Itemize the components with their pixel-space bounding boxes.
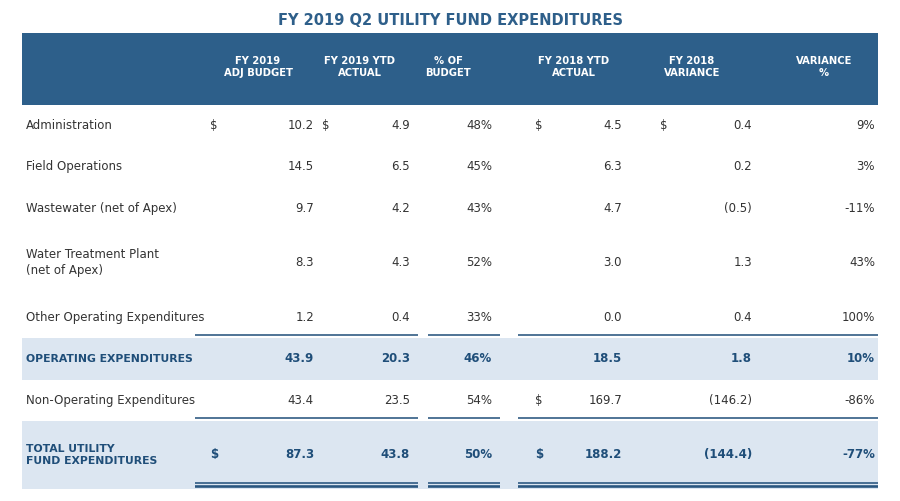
Text: TOTAL UTILITY
FUND EXPENDITURES: TOTAL UTILITY FUND EXPENDITURES	[26, 444, 158, 466]
Text: 4.3: 4.3	[392, 257, 410, 270]
Text: 6.5: 6.5	[392, 160, 410, 173]
Text: 0.4: 0.4	[734, 119, 752, 132]
Text: 50%: 50%	[464, 448, 492, 461]
Text: 33%: 33%	[466, 311, 492, 324]
Text: 0.4: 0.4	[734, 311, 752, 324]
Text: Water Treatment Plant
(net of Apex): Water Treatment Plant (net of Apex)	[26, 248, 159, 278]
Text: 52%: 52%	[466, 257, 492, 270]
Text: 0.0: 0.0	[604, 311, 622, 324]
Text: 45%: 45%	[466, 160, 492, 173]
Text: 188.2: 188.2	[585, 448, 622, 461]
Text: 43.8: 43.8	[381, 448, 410, 461]
Text: 43.4: 43.4	[288, 394, 314, 407]
Text: 20.3: 20.3	[381, 352, 410, 365]
Text: 10.2: 10.2	[288, 119, 314, 132]
Text: 4.2: 4.2	[392, 202, 410, 215]
Text: 10%: 10%	[847, 352, 875, 365]
Text: -77%: -77%	[842, 448, 875, 461]
Text: $: $	[535, 119, 543, 132]
Text: $: $	[210, 448, 218, 461]
Text: OPERATING EXPENDITURES: OPERATING EXPENDITURES	[26, 354, 193, 364]
Text: 6.3: 6.3	[603, 160, 622, 173]
Bar	[22, 421, 878, 489]
Text: FY 2019
ADJ BUDGET: FY 2019 ADJ BUDGET	[223, 56, 292, 78]
Text: -11%: -11%	[844, 202, 875, 215]
Text: 46%: 46%	[464, 352, 492, 365]
Text: $: $	[660, 119, 668, 132]
Text: 14.5: 14.5	[288, 160, 314, 173]
Text: 54%: 54%	[466, 394, 492, 407]
Text: 9.7: 9.7	[295, 202, 314, 215]
Bar	[22, 33, 878, 105]
Text: VARIANCE
%: VARIANCE %	[796, 56, 852, 78]
Text: (144.4): (144.4)	[704, 448, 752, 461]
Text: 4.9: 4.9	[392, 119, 410, 132]
Text: 1.2: 1.2	[295, 311, 314, 324]
Text: 43%: 43%	[466, 202, 492, 215]
Text: FY 2018
VARIANCE: FY 2018 VARIANCE	[664, 56, 720, 78]
Text: 0.4: 0.4	[392, 311, 410, 324]
Text: 18.5: 18.5	[593, 352, 622, 365]
Text: 4.7: 4.7	[603, 202, 622, 215]
Text: Wastewater (net of Apex): Wastewater (net of Apex)	[26, 202, 177, 215]
Text: Other Operating Expenditures: Other Operating Expenditures	[26, 311, 204, 324]
Text: 169.7: 169.7	[589, 394, 622, 407]
Text: Non-Operating Expenditures: Non-Operating Expenditures	[26, 394, 195, 407]
Text: FY 2018 YTD
ACTUAL: FY 2018 YTD ACTUAL	[538, 56, 609, 78]
Text: $: $	[535, 448, 543, 461]
Text: 43.9: 43.9	[284, 352, 314, 365]
Text: 9%: 9%	[857, 119, 875, 132]
Text: FY 2019 YTD
ACTUAL: FY 2019 YTD ACTUAL	[325, 56, 395, 78]
Text: 48%: 48%	[466, 119, 492, 132]
Text: -86%: -86%	[844, 394, 875, 407]
Text: 1.3: 1.3	[734, 257, 752, 270]
Text: 1.8: 1.8	[731, 352, 752, 365]
Bar	[22, 338, 878, 380]
Text: Field Operations: Field Operations	[26, 160, 122, 173]
Text: $: $	[322, 119, 329, 132]
Text: 8.3: 8.3	[295, 257, 314, 270]
Text: $: $	[535, 394, 543, 407]
Text: $: $	[210, 119, 218, 132]
Text: (146.2): (146.2)	[709, 394, 752, 407]
Text: 3.0: 3.0	[604, 257, 622, 270]
Text: 0.2: 0.2	[734, 160, 752, 173]
Text: (0.5): (0.5)	[724, 202, 752, 215]
Text: FY 2019 Q2 UTILITY FUND EXPENDITURES: FY 2019 Q2 UTILITY FUND EXPENDITURES	[277, 13, 623, 28]
Text: 4.5: 4.5	[603, 119, 622, 132]
Text: 87.3: 87.3	[285, 448, 314, 461]
Text: % OF
BUDGET: % OF BUDGET	[425, 56, 471, 78]
Text: 100%: 100%	[842, 311, 875, 324]
Text: Administration: Administration	[26, 119, 112, 132]
Text: 43%: 43%	[849, 257, 875, 270]
Text: 3%: 3%	[857, 160, 875, 173]
Text: 23.5: 23.5	[384, 394, 410, 407]
